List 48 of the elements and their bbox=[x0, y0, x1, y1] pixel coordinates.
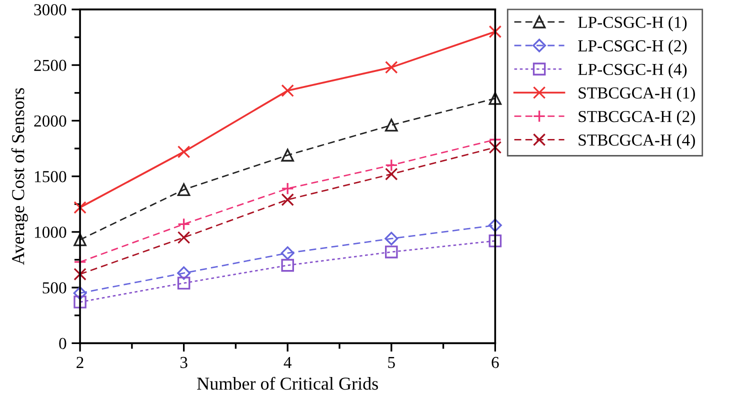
point bbox=[281, 193, 294, 206]
point bbox=[73, 286, 87, 300]
x-tick-label: 4 bbox=[284, 356, 292, 368]
point bbox=[177, 231, 190, 244]
point bbox=[74, 296, 86, 308]
x-tick-label: 5 bbox=[388, 357, 395, 368]
legend-label: STBCGCA-H (4) bbox=[578, 134, 695, 150]
x-axis-title: Number of Critical Grids bbox=[197, 376, 378, 390]
point bbox=[74, 233, 86, 246]
y-axis-title: Average Cost of Sensors bbox=[11, 88, 28, 265]
point bbox=[74, 201, 86, 214]
y-tick-label: 1500 bbox=[34, 171, 66, 182]
x-tick-label: 3 bbox=[180, 356, 188, 368]
point bbox=[488, 234, 502, 248]
legend-label: STBCGCA-H (1) bbox=[578, 86, 695, 102]
point bbox=[488, 25, 502, 38]
legend-label: LP-CSGC-H (2) bbox=[578, 40, 687, 55]
point bbox=[281, 148, 294, 162]
point bbox=[385, 246, 398, 258]
legend-label: LP-CSGC-H (1) bbox=[578, 16, 687, 32]
y-tick-label: 2500 bbox=[34, 60, 66, 72]
point bbox=[385, 168, 398, 180]
point bbox=[385, 118, 398, 132]
point bbox=[177, 218, 190, 231]
point bbox=[488, 92, 502, 105]
x-tick-label: 6 bbox=[492, 356, 499, 368]
point bbox=[177, 276, 190, 290]
point bbox=[385, 158, 398, 172]
point bbox=[488, 141, 502, 154]
y-tick-label: 500 bbox=[42, 282, 66, 294]
point bbox=[281, 182, 294, 195]
point bbox=[177, 183, 190, 196]
legend-label: STBCGCA-H (2) bbox=[578, 110, 695, 126]
point bbox=[488, 218, 502, 232]
y-tick-label: 1000 bbox=[34, 226, 66, 238]
y-tick-label: 2000 bbox=[34, 115, 66, 127]
point bbox=[384, 232, 398, 246]
point bbox=[281, 258, 294, 272]
point bbox=[280, 246, 294, 260]
x-tick-label: 2 bbox=[76, 356, 84, 368]
point bbox=[177, 266, 191, 280]
point bbox=[177, 145, 190, 158]
y-tick-label: 3000 bbox=[34, 4, 66, 16]
point bbox=[385, 60, 398, 74]
y-tick-label: 0 bbox=[59, 338, 66, 350]
point bbox=[281, 84, 294, 98]
legend-label: LP-CSGC-H (4) bbox=[578, 63, 687, 78]
point bbox=[74, 268, 86, 281]
